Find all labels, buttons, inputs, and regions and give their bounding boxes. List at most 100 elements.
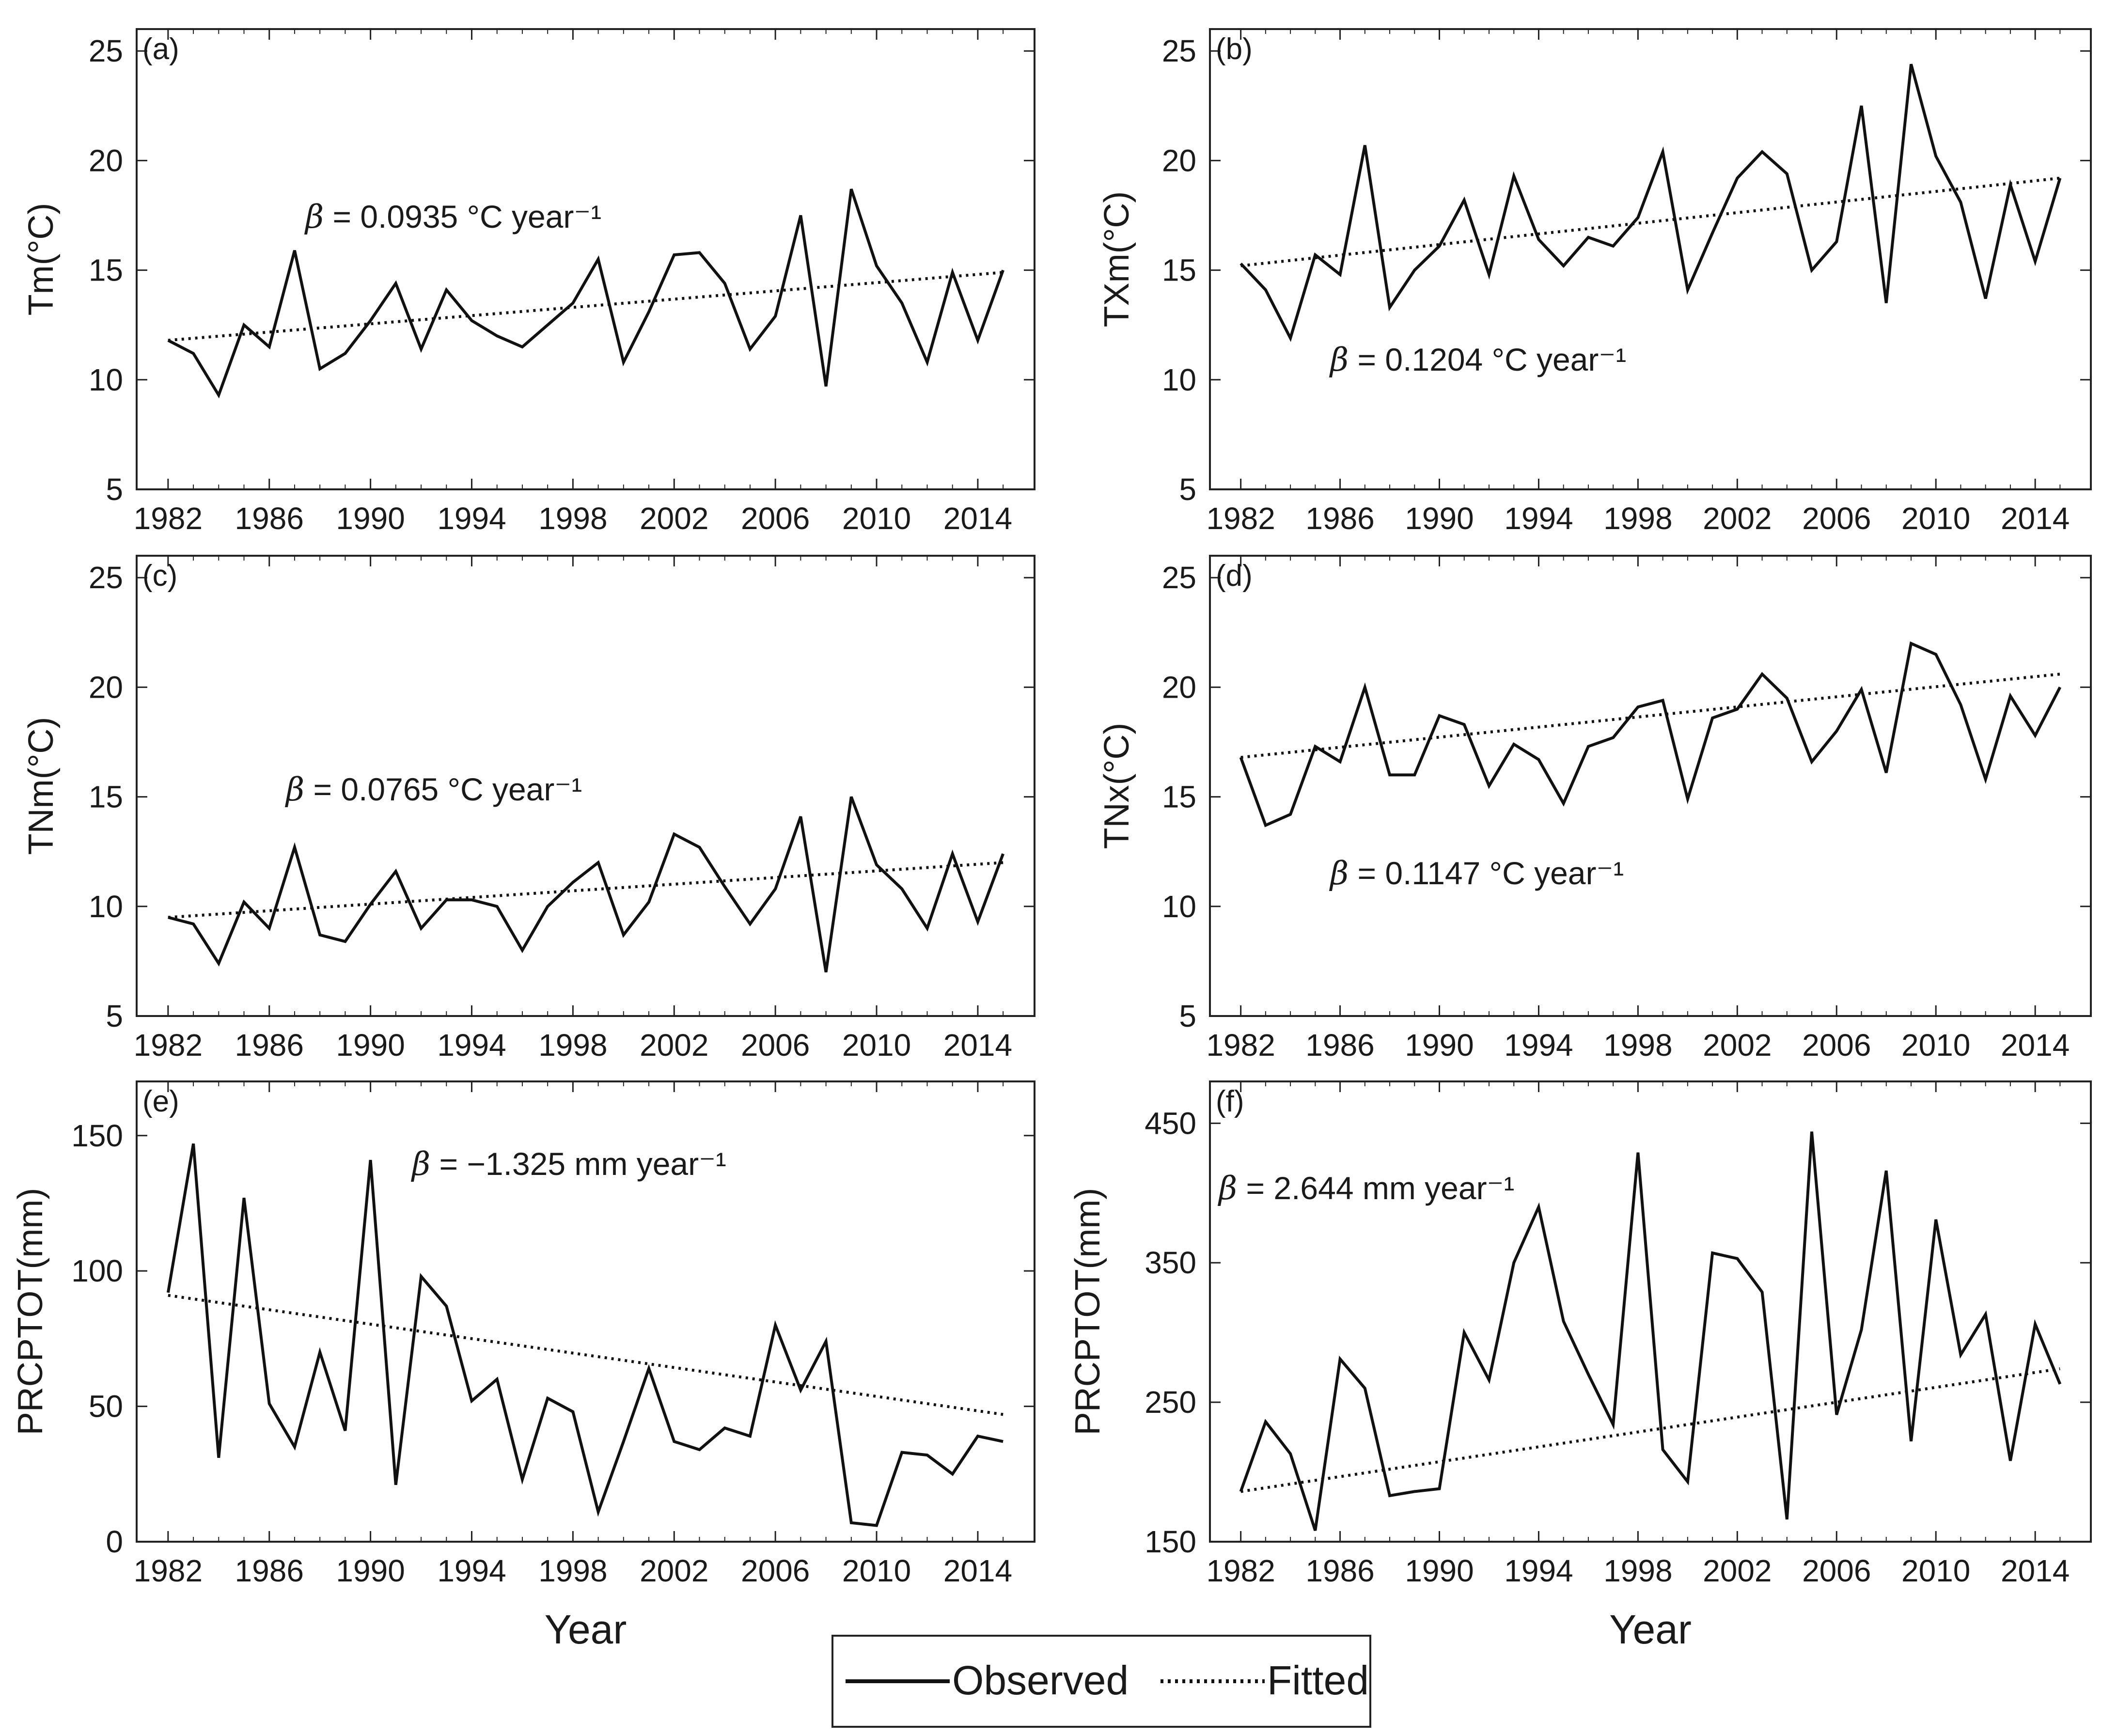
slope-value: = −1.325 mm year⁻¹ [430, 1146, 726, 1182]
x-tick-label: 2010 [842, 1028, 911, 1063]
y-tick-label: 0 [106, 1524, 123, 1559]
panel-f: 1982 1986 1990 1994 1998 2002 2006 2010 2014 150 2… [1068, 1080, 2092, 1652]
x-tick-label: 1986 [235, 1028, 304, 1063]
panel-c: 1982 1986 1990 1994 1998 2002 2006 2010 2014 5 10 1… [22, 555, 1035, 1063]
y-tick-label: 20 [89, 143, 123, 178]
x-tick-label: 1986 [1305, 1553, 1374, 1588]
x-tick-label: 1986 [235, 1553, 304, 1588]
x-tick-label: 1990 [1405, 501, 1474, 536]
x-tick-label: 2010 [1901, 501, 1970, 536]
y-tick-label: 25 [89, 33, 123, 68]
y-tick-label: 50 [89, 1389, 123, 1424]
x-tick-label: 1990 [1405, 1028, 1474, 1063]
panel-a: 1982 1986 1990 1994 1998 2002 2006 2010 2014 5 10 1… [22, 28, 1035, 536]
legend: Observed Fitted [831, 1635, 1371, 1728]
y-tick-label: 150 [1145, 1524, 1196, 1559]
x-tick-label: 2014 [943, 1553, 1012, 1588]
x-tick-label: 1998 [1603, 501, 1672, 536]
y-tick-label: 10 [1162, 889, 1196, 924]
y-tick-label: 10 [89, 889, 123, 924]
x-tick-label: 2010 [842, 501, 911, 536]
y-tick-label: 15 [89, 780, 123, 814]
x-tick-label: 2006 [1802, 1028, 1871, 1063]
y-tick-label: 15 [1162, 253, 1196, 288]
observed-line [1239, 641, 2062, 828]
y-axis-label: PRCPTOT(mm) [1068, 1188, 1107, 1436]
slope-value: = 0.0935 °C year⁻¹ [324, 199, 601, 235]
x-tick-label: 2002 [640, 1553, 708, 1588]
plot-frame [1209, 28, 2092, 490]
observed-line [1239, 1131, 2062, 1531]
y-axis-label: TNx(°C) [1098, 723, 1136, 849]
legend-observed-label: Observed [952, 1658, 1129, 1703]
x-tick-label: 2010 [1901, 1028, 1970, 1063]
y-tick-label: 25 [1162, 560, 1196, 595]
y-axis-label: TNm(°C) [22, 717, 61, 855]
y-tick-label: 5 [1179, 999, 1196, 1033]
y-tick-label: 5 [1179, 472, 1196, 507]
panel-e: 1982 1986 1990 1994 1998 2002 2006 2010 2014 0 50 1… [11, 1080, 1035, 1652]
x-tick-label: 2002 [640, 1028, 708, 1063]
y-tick-label: 250 [1145, 1385, 1196, 1420]
x-tick-label: 2006 [1802, 1553, 1871, 1588]
panel-b: 1982 1986 1990 1994 1998 2002 2006 2010 2014 5 10 1… [1098, 28, 2092, 536]
panel-label: (d) [1216, 559, 1253, 593]
x-tick-label: 2002 [1703, 1028, 1772, 1063]
plot-frame [1209, 555, 2092, 1017]
x-tick-label: 2006 [741, 1553, 810, 1588]
y-tick-label: 20 [1162, 670, 1196, 704]
slope-annotation: β = 0.1204 °C year⁻¹ [1329, 341, 1626, 378]
x-axis-label: Year [1609, 1607, 1692, 1652]
y-axis-label: TXm(°C) [1098, 191, 1136, 328]
y-tick-label: 100 [71, 1253, 123, 1288]
y-tick-label: 5 [106, 472, 123, 507]
observed-line [1239, 63, 2062, 342]
x-tick-label: 2014 [2001, 1028, 2070, 1063]
slope-annotation: β = 2.644 mm year⁻¹ [1217, 1170, 1514, 1207]
x-tick-label: 2014 [943, 1028, 1012, 1063]
plot-frame [136, 28, 1035, 490]
panel-label: (b) [1216, 32, 1253, 66]
observed-line [166, 1143, 1004, 1527]
x-tick-label: 1998 [538, 1028, 607, 1063]
x-axis-label: Year [545, 1607, 627, 1652]
beta-symbol: β [1217, 1170, 1237, 1207]
fitted-line [1240, 673, 2060, 759]
panel-label: (c) [142, 559, 177, 593]
x-tick-label: 1982 [134, 1553, 203, 1588]
x-tick-label: 2006 [1802, 501, 1871, 536]
plot-frame [1209, 1080, 2092, 1543]
beta-symbol: β [284, 771, 304, 808]
panel-d: 1982 1986 1990 1994 1998 2002 2006 2010 2014 5 10 1… [1098, 555, 2092, 1063]
x-tick-label: 1986 [1305, 501, 1374, 536]
fitted-line [1240, 176, 2060, 267]
y-tick-label: 15 [1162, 780, 1196, 814]
x-tick-label: 2014 [2001, 501, 2070, 536]
panel-label: (f) [1216, 1085, 1244, 1118]
x-tick-label: 2010 [1901, 1553, 1970, 1588]
slope-value: = 0.1204 °C year⁻¹ [1349, 342, 1626, 377]
y-tick-label: 15 [89, 253, 123, 288]
slope-annotation: β = 0.0765 °C year⁻¹ [284, 771, 582, 808]
x-tick-label: 1982 [1206, 501, 1275, 536]
y-tick-label: 25 [89, 560, 123, 595]
x-tick-label: 1986 [235, 501, 304, 536]
fitted-line [168, 1294, 1004, 1416]
x-tick-label: 1998 [1603, 1028, 1672, 1063]
y-tick-label: 20 [89, 670, 123, 704]
y-tick-label: 10 [1162, 362, 1196, 397]
slope-value: = 0.0765 °C year⁻¹ [304, 771, 582, 807]
y-tick-label: 450 [1145, 1106, 1196, 1141]
x-tick-label: 1986 [1305, 1028, 1374, 1063]
x-tick-label: 2010 [842, 1553, 911, 1588]
y-tick-label: 150 [71, 1118, 123, 1153]
plot-frame [136, 555, 1035, 1017]
beta-symbol: β [304, 198, 324, 235]
x-tick-label: 2006 [741, 1028, 810, 1063]
x-tick-label: 1998 [538, 1553, 607, 1588]
x-tick-label: 1982 [134, 1028, 203, 1063]
x-tick-label: 1990 [1405, 1553, 1474, 1588]
y-tick-label: 350 [1145, 1245, 1196, 1280]
plot-frame [136, 1080, 1035, 1543]
x-tick-label: 1994 [1504, 1028, 1573, 1063]
